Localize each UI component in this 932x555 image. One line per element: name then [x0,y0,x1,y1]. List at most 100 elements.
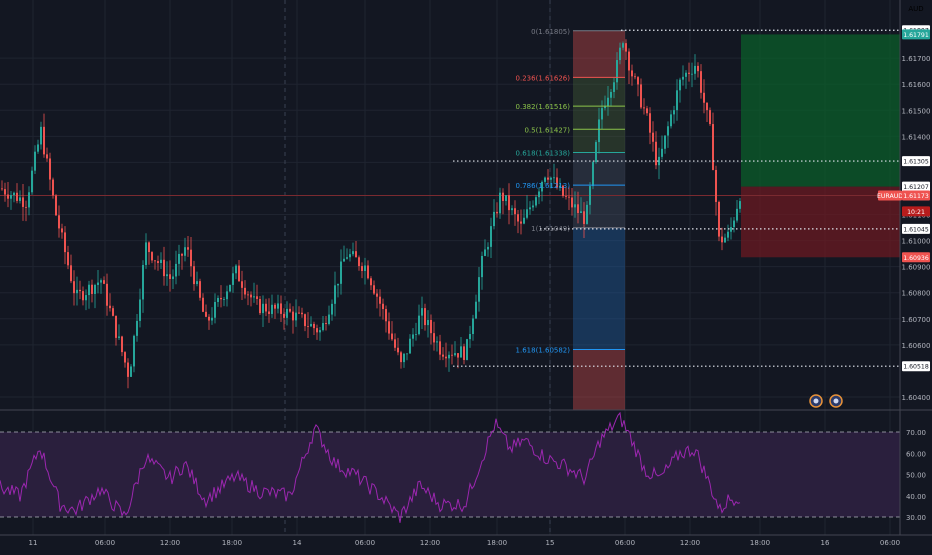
candle-body [190,249,192,267]
price-marker-tag[interactable] [878,190,902,201]
candle-body [682,76,684,80]
candle-body [355,251,357,258]
price-marker-tag[interactable] [902,29,930,40]
event-icons[interactable] [809,394,843,408]
candle-body [301,312,303,315]
loss-zone[interactable] [741,186,900,258]
candle-body [640,84,642,108]
time-tick-label: 18:00 [487,539,507,547]
rsi-tick-label: 70.00 [906,429,926,437]
candle-body [562,185,564,197]
candle-body [193,266,195,285]
candle-body [547,177,549,180]
candle-body [97,282,99,285]
candle-body [448,354,450,359]
candle-body [244,287,246,295]
price-marker-label: 1.60936 [903,255,929,262]
candle-body [715,169,717,202]
candle-body [511,208,513,211]
candle-body [727,231,729,238]
candle-body [52,179,54,196]
candle-body [292,311,294,321]
event-flag-icon-core [813,398,819,404]
candle-body [160,259,162,264]
fibonacci-zones [573,30,625,410]
candle-body [406,353,408,355]
price-tick-label: 1.60400 [902,394,931,402]
candle-body [367,265,369,279]
rsi-pane[interactable]: 70.00 60.00 50.00 40.00 30.00 [0,411,926,523]
candle-body [541,181,543,192]
candle-body [523,217,525,224]
rsi-tick-label: 50.00 [906,472,926,480]
candle-body [76,289,78,294]
fib-level-label: 1(1.61049) [531,225,570,233]
price-marker-tag[interactable] [902,361,930,372]
candle-body [58,215,60,229]
fib-level-label: 0.382(1.61516) [516,103,571,111]
price-marker-tag[interactable] [902,190,930,201]
candle-body [340,261,342,284]
candle-body [64,232,66,253]
candle-body [421,308,423,316]
price-marker-label: 1.61207 [903,184,929,191]
candle-body [589,186,591,205]
candle-body [415,334,417,335]
price-marker-tag[interactable] [902,223,930,234]
candle-body [103,280,105,284]
horizontal-levels[interactable] [0,29,932,411]
time-axis[interactable]: 11 06:00 12:00 18:00 14 06:00 12:00 18:00 15 06:0… [0,534,932,547]
candle-body [565,196,567,197]
candle-body [13,192,15,196]
candle-body [85,295,87,301]
candle-body [379,296,381,304]
candle-body [631,70,633,77]
candle-body [238,265,240,282]
candle-body [118,336,120,338]
price-marker-tag[interactable] [902,156,930,167]
profit-zone[interactable] [741,34,900,187]
candle-body [169,274,171,279]
candle-body [250,294,252,298]
candle-body [127,362,129,377]
candle-body [22,197,24,207]
candle-body [490,226,492,247]
candle-body [316,328,318,333]
candle-body [733,220,735,228]
candle-body [670,114,672,127]
candle-body [469,333,471,340]
price-marker-tag[interactable] [902,252,930,263]
candle-body [697,65,699,72]
candle-body [115,315,117,338]
candle-body [151,252,153,261]
candle-body [28,192,30,208]
candle-body [676,90,678,111]
price-marker-label: 1.61305 [903,159,929,166]
candle-body [691,73,693,75]
time-tick-label: 18:00 [222,539,242,547]
fib-level-label: 1.618(1.60582) [516,347,571,355]
candle-body [673,110,675,115]
candle-body [649,113,651,133]
candle-body [1,188,3,190]
candle-body [157,261,159,264]
candle-body [652,132,654,142]
candle-body [343,258,345,262]
price-marker-tag[interactable] [902,206,930,217]
candle-body [331,303,333,315]
candle-body [634,76,636,78]
candle-body [268,311,270,314]
candle-body [397,347,399,353]
candle-body [259,298,261,314]
candle-body [358,257,360,267]
candle-body [520,221,522,224]
price-marker-tag[interactable] [902,181,930,192]
price-marker-label: 1.60518 [903,364,929,371]
candle-body [643,107,645,109]
fibonacci-retracement[interactable]: 0(1.61805) 0.236(1.61626) 0.382(1.61516) 0.… [516,28,625,355]
candle-body [694,65,696,74]
candle-body [550,177,552,180]
price-axis[interactable]: AUD 1.617001.616001.615001.614001.613001… [877,0,930,535]
